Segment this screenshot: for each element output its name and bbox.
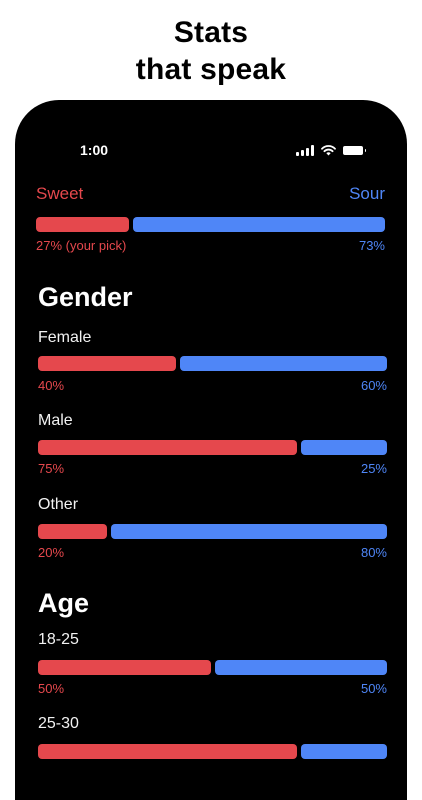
signal-icon [296, 144, 314, 156]
headline-line-1: Stats [173, 16, 249, 49]
group-bar-male-sweet-segment [38, 440, 297, 455]
group-label-female: Female [38, 329, 92, 346]
overall-left-pct: 27% (your pick) [36, 238, 127, 253]
overall-right-pct: 73% [358, 238, 385, 253]
group-label-other: Other [38, 496, 79, 513]
group-bar-female-sweet-segment [38, 356, 176, 371]
overall-bar-sour-segment [133, 217, 385, 232]
group-right-pct-18-25: 50% [360, 681, 387, 696]
group-right-pct-other: 80% [360, 545, 387, 560]
headline-line-2: that speak [135, 53, 287, 86]
group-left-pct-male: 75% [38, 461, 65, 476]
group-label-25-30: 25-30 [38, 715, 79, 732]
group-bar-other-sweet-segment [38, 524, 107, 539]
battery-icon [343, 145, 366, 155]
status-time: 1:00 [80, 142, 109, 158]
group-bar-25-30-sour-segment [301, 744, 387, 759]
group-bar-male-sour-segment [301, 440, 387, 455]
option-sweet-label: Sweet [36, 184, 84, 203]
wifi-icon [321, 144, 336, 155]
section-title-age: Age [38, 588, 90, 618]
group-bar-25-30-sweet-segment [38, 744, 297, 759]
group-left-pct-18-25: 50% [38, 681, 65, 696]
status-bar: 1:00 [15, 136, 407, 158]
section-title-gender: Gender [38, 282, 133, 312]
group-bar-female-sour-segment [180, 356, 387, 371]
group-left-pct-female: 40% [38, 378, 65, 393]
status-icons [296, 143, 366, 157]
headline: Stats that speak [0, 14, 422, 88]
overall-bar-sweet-segment [36, 217, 129, 232]
group-label-male: Male [38, 412, 73, 429]
group-right-pct-male: 25% [360, 461, 387, 476]
group-left-pct-other: 20% [38, 545, 65, 560]
phone-screen: 1:00 Sweet Sour 27% (your pick) 73% Gend… [15, 100, 407, 800]
option-sour-label: Sour [349, 184, 385, 203]
group-label-18-25: 18-25 [38, 631, 79, 648]
group-right-pct-female: 60% [360, 378, 387, 393]
group-bar-18-25-sour-segment [215, 660, 387, 675]
group-bar-18-25-sweet-segment [38, 660, 211, 675]
group-bar-other-sour-segment [111, 524, 387, 539]
